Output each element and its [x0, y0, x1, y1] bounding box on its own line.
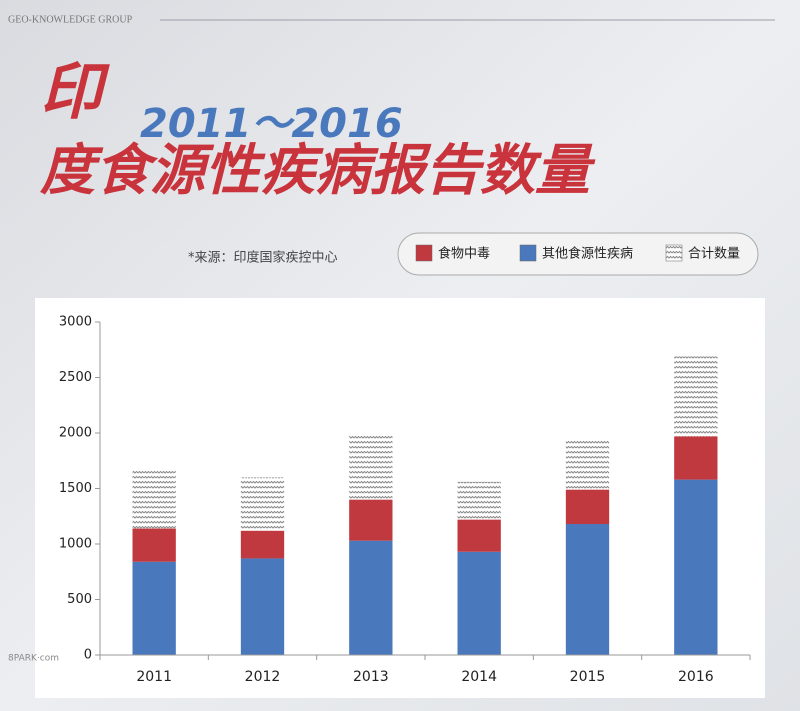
legend-label: 合计数量: [688, 247, 740, 262]
bar-segment: [674, 479, 718, 655]
y-tick-label: 0: [84, 648, 92, 663]
bar-segment: [565, 489, 610, 525]
bar-segment: [240, 530, 285, 559]
bar-segment: [349, 540, 393, 655]
legend-swatch: [519, 244, 537, 262]
bar-segment: [674, 356, 718, 437]
x-tick-label: 2016: [678, 669, 714, 685]
y-tick-label: 1000: [59, 537, 92, 552]
bar-segment: [132, 561, 176, 655]
bar-segment: [457, 519, 501, 552]
bar-segment: [565, 439, 610, 490]
x-tick-label: 2014: [461, 669, 497, 685]
bar-segment: [132, 528, 176, 562]
chart: 0 500 1000 1500 2000 2500 3000 2011 2012 2013 2014…: [59, 244, 751, 685]
bar-segment: [349, 499, 393, 541]
bar-segment: [132, 469, 176, 529]
y-tick-label: 2000: [59, 426, 92, 441]
legend-box: [397, 232, 759, 276]
y-tick-label: 3000: [59, 315, 92, 330]
legend-swatch: [665, 244, 683, 262]
legend-label: 其他食源性疾病: [542, 246, 633, 262]
title-first: 印: [40, 55, 110, 128]
bar-segment: [349, 435, 393, 500]
bar-segment: [457, 551, 501, 655]
legend-label: 食物中毒: [438, 246, 490, 262]
title-second: 度食源性疾病报告数量: [39, 138, 596, 202]
group-name: GEO-KNOWLEDGE GROUP: [8, 14, 133, 25]
bar-segment: [240, 477, 285, 531]
x-tick-label: 2013: [353, 669, 389, 685]
watermark: 8PARK·com: [8, 654, 59, 664]
subtitle: 2011～2016: [140, 101, 403, 147]
bar-segment: [457, 481, 501, 520]
x-tick-label: 2015: [570, 669, 606, 685]
y-tick-label: 500: [67, 592, 92, 607]
source: *来源：印度国家疾控中心: [188, 250, 338, 266]
bar-segment: [240, 558, 285, 655]
y-tick-label: 2500: [59, 370, 92, 385]
bar-segment: [674, 436, 718, 480]
legend-swatch: [415, 244, 433, 262]
x-tick-label: 2011: [136, 669, 172, 685]
bar-segment: [565, 524, 610, 655]
x-tick-label: 2012: [245, 669, 281, 685]
y-tick-label: 1500: [59, 481, 92, 496]
